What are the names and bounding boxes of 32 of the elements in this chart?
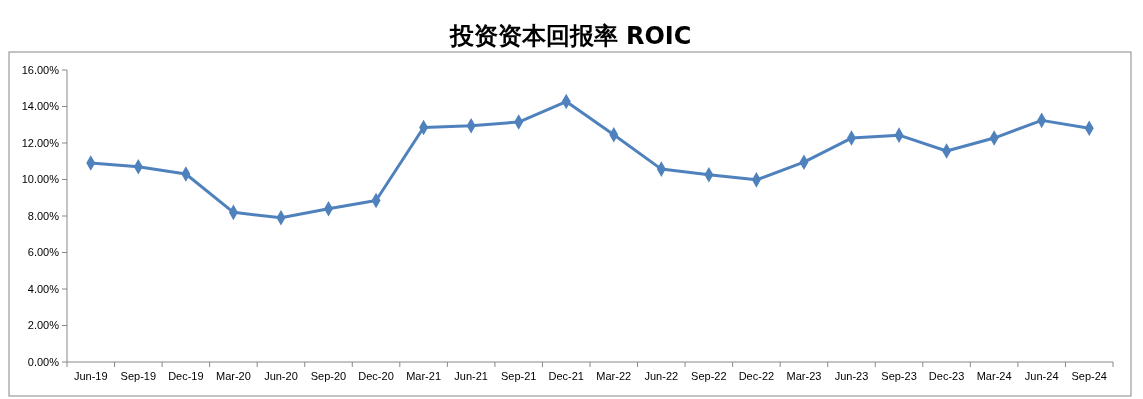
- x-tick-label: Sep-21: [500, 370, 537, 382]
- x-tick-label: Jun-19: [73, 370, 108, 382]
- x-tick-label: Sep-19: [120, 370, 157, 382]
- x-tick-label: Jun-21: [454, 370, 488, 382]
- x-tick-label: Dec-19: [168, 370, 204, 382]
- x-tick-label: Sep-23: [881, 370, 917, 382]
- y-tick-label: 16.00%: [21, 63, 60, 76]
- x-tick-label: Mar-23: [786, 370, 822, 382]
- x-tick-label: Sep-24: [1071, 370, 1107, 382]
- x-tick-label: Sep-22: [691, 370, 727, 382]
- x-tick-label: Dec-22: [738, 370, 775, 382]
- y-tick-label: 14.00%: [21, 100, 60, 113]
- y-tick-label: 6.00%: [27, 246, 60, 259]
- y-tick-label: 10.00%: [21, 173, 60, 186]
- x-tick-label: Jun-23: [834, 370, 869, 382]
- x-tick-label: Mar-21: [406, 370, 442, 382]
- y-tick-label: 8.00%: [27, 209, 60, 222]
- chart-title: 投资资本回报率 ROIC: [448, 22, 692, 50]
- x-tick-label: Mar-24: [976, 370, 1012, 382]
- x-tick-label: Dec-21: [548, 370, 584, 382]
- x-tick-label: Jun-22: [644, 370, 679, 382]
- x-tick-label: Mar-22: [596, 370, 632, 382]
- y-tick-label: 12.00%: [21, 136, 60, 149]
- x-tick-label: Mar-20: [215, 370, 251, 382]
- y-tick-label: 4.00%: [27, 282, 60, 295]
- x-tick-label: Sep-20: [310, 370, 347, 382]
- x-tick-label: Dec-20: [358, 370, 394, 382]
- y-tick-label: 2.00%: [27, 319, 60, 332]
- x-tick-label: Jun-24: [1024, 370, 1059, 382]
- y-tick-label: 0.00%: [27, 355, 60, 368]
- x-tick-label: Jun-20: [264, 370, 298, 382]
- x-tick-label: Dec-23: [928, 370, 965, 382]
